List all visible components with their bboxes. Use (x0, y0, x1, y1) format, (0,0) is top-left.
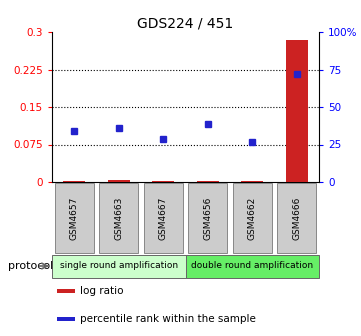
Bar (57, 289, 75, 293)
Text: log ratio: log ratio (80, 286, 123, 296)
FancyBboxPatch shape (99, 183, 138, 253)
FancyBboxPatch shape (188, 183, 227, 253)
Text: GSM4663: GSM4663 (114, 196, 123, 240)
Bar (108, 180, 130, 182)
Bar (241, 180, 264, 182)
Text: GSM4657: GSM4657 (70, 196, 79, 240)
FancyBboxPatch shape (52, 255, 186, 278)
Text: GSM4666: GSM4666 (292, 196, 301, 240)
FancyBboxPatch shape (144, 183, 183, 253)
Bar (63, 180, 85, 182)
Text: percentile rank within the sample: percentile rank within the sample (80, 313, 256, 324)
FancyBboxPatch shape (277, 183, 316, 253)
FancyBboxPatch shape (233, 183, 272, 253)
Bar (286, 40, 308, 182)
Text: single round amplification: single round amplification (60, 261, 178, 270)
Bar (57, 317, 75, 321)
Text: GSM4656: GSM4656 (203, 196, 212, 240)
Bar (197, 180, 219, 182)
Text: GSM4662: GSM4662 (248, 196, 257, 240)
FancyBboxPatch shape (186, 255, 319, 278)
FancyBboxPatch shape (55, 183, 94, 253)
Title: GDS224 / 451: GDS224 / 451 (138, 17, 234, 31)
Bar (152, 180, 174, 182)
Text: double round amplification: double round amplification (191, 261, 313, 270)
Text: protocol: protocol (8, 261, 53, 271)
Text: GSM4667: GSM4667 (159, 196, 168, 240)
